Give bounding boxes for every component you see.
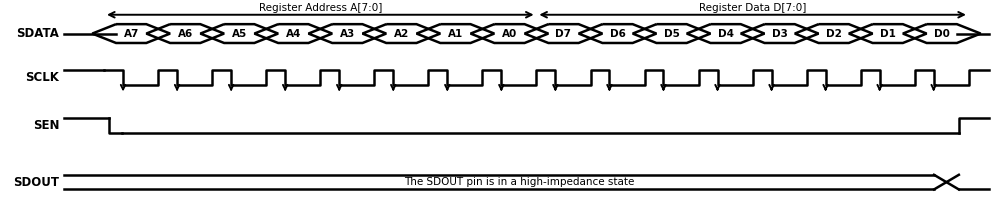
Text: The SDOUT pin is in a high-impedance state: The SDOUT pin is in a high-impedance sta… <box>404 177 634 187</box>
Text: A0: A0 <box>502 29 517 39</box>
Text: Register Address A[7:0]: Register Address A[7:0] <box>259 3 382 13</box>
Text: A7: A7 <box>123 29 139 39</box>
Text: A3: A3 <box>340 29 355 39</box>
Text: SEN: SEN <box>33 119 59 132</box>
Text: A5: A5 <box>232 29 247 39</box>
Text: A4: A4 <box>286 29 301 39</box>
Text: D2: D2 <box>826 29 842 39</box>
Text: SCLK: SCLK <box>26 71 59 84</box>
Text: D1: D1 <box>880 29 896 39</box>
Text: A6: A6 <box>178 29 193 39</box>
Text: Register Data D[7:0]: Register Data D[7:0] <box>699 3 806 13</box>
Text: A1: A1 <box>448 29 463 39</box>
Text: SDOUT: SDOUT <box>13 176 59 189</box>
Text: D3: D3 <box>772 29 788 39</box>
Text: D6: D6 <box>610 29 625 39</box>
Text: A2: A2 <box>394 29 409 39</box>
Text: D0: D0 <box>934 29 950 39</box>
Text: D5: D5 <box>664 29 680 39</box>
Text: SDATA: SDATA <box>17 27 59 40</box>
Text: D4: D4 <box>718 29 734 39</box>
Text: D7: D7 <box>555 29 571 39</box>
